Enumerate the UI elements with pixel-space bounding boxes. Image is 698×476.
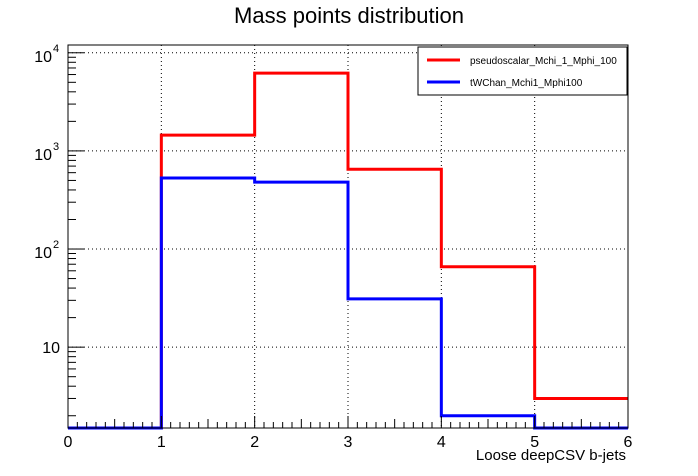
series-line-2 (68, 176, 628, 430)
series-layer (68, 71, 628, 430)
x-tick-label: 2 (250, 434, 259, 451)
y-tick-label: 10 (34, 147, 52, 164)
chart-title: Mass points distribution (234, 3, 464, 28)
y-tick-label: 10 (34, 245, 52, 262)
y-tick-exponent: 3 (53, 141, 59, 153)
x-tick-label: 6 (624, 434, 633, 451)
x-axis-label: Loose deepCSV b-jets (476, 447, 626, 464)
y-tick-label: 10 (42, 340, 60, 357)
x-tick-label: 0 (64, 434, 73, 451)
x-tick-label: 3 (344, 434, 353, 451)
y-tick-exponent: 2 (53, 239, 59, 251)
x-tick-label: 4 (437, 434, 446, 451)
x-axis: 0 1 2 3 4 5 6 (64, 416, 633, 451)
y-tick-exponent: 4 (53, 43, 59, 55)
y-tick-label: 10 (34, 49, 52, 66)
legend: pseudoscalar_Mchi_1_Mphi_100 tWChan_Mchi1… (417, 46, 628, 96)
legend-label: pseudoscalar_Mchi_1_Mphi_100 (470, 56, 617, 67)
x-tick-label: 1 (157, 434, 166, 451)
x-tick-label: 5 (530, 434, 539, 451)
legend-label: tWChan_Mchi1_Mphi100 (470, 78, 583, 89)
legend-box (417, 46, 628, 96)
